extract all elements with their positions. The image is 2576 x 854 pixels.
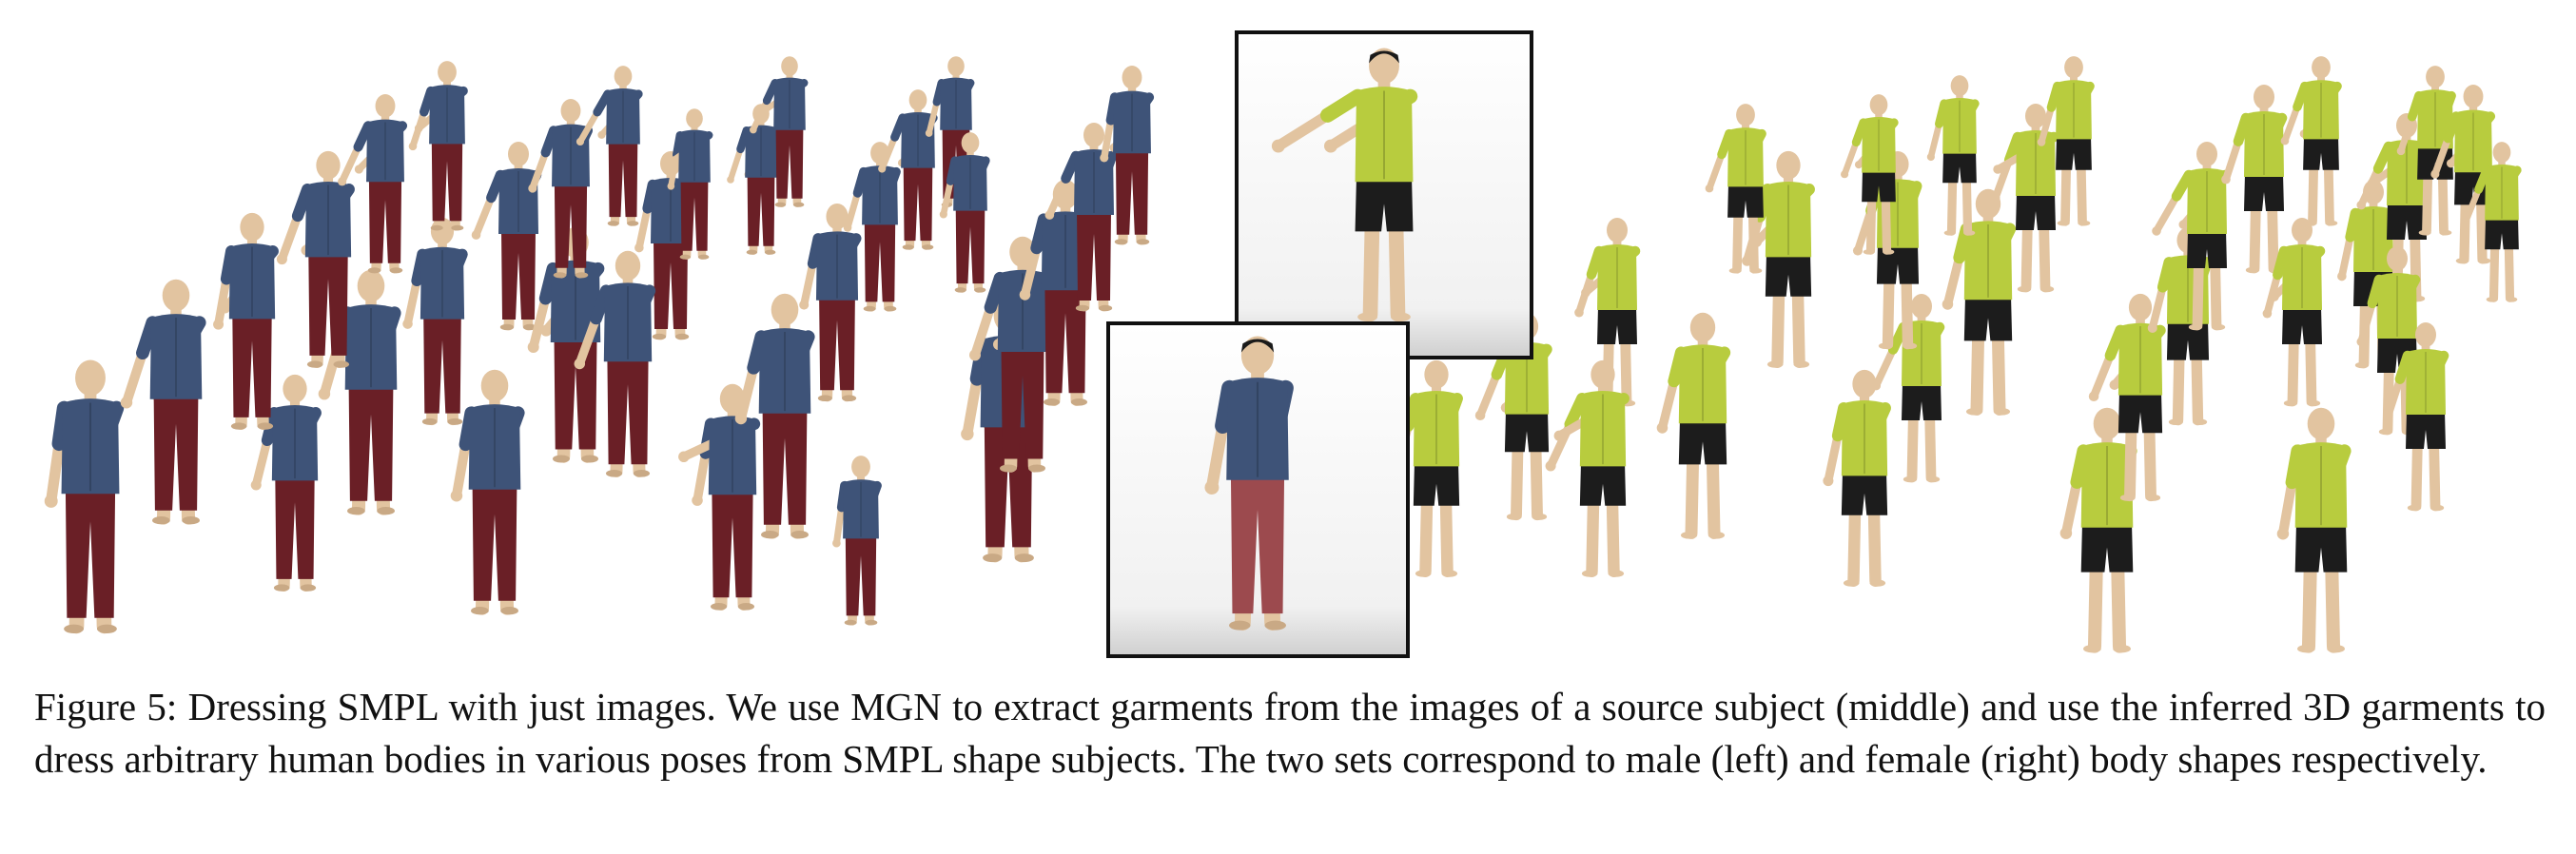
male-figure — [318, 269, 401, 515]
male-figure — [734, 293, 815, 539]
source-subject-images — [1106, 30, 1533, 658]
figure-illustration — [44, 30, 2522, 658]
female-figure — [2396, 66, 2456, 236]
male-figure — [574, 250, 656, 477]
female-figure — [1823, 369, 1891, 588]
male-figure — [44, 359, 125, 634]
female-figure — [1705, 104, 1766, 274]
male-figure — [338, 94, 408, 274]
male-figure — [678, 383, 761, 611]
female-figure — [2059, 407, 2137, 653]
female-figure — [1841, 94, 1899, 255]
female-figure — [2462, 142, 2522, 302]
male-figure — [528, 99, 594, 279]
female-figure — [2262, 218, 2326, 407]
male-figure — [1100, 66, 1155, 245]
figure-caption: Figure 5: Dressing SMPL with just images… — [34, 685, 2546, 781]
female-figure — [2221, 85, 2288, 274]
female-figure — [2152, 142, 2231, 331]
male-figure — [576, 66, 643, 226]
female-figure — [2037, 56, 2095, 226]
male-figure — [843, 142, 901, 312]
male-figure — [120, 279, 206, 525]
female-figure — [1545, 359, 1630, 578]
male-figure — [878, 89, 938, 250]
female-figure — [1656, 312, 1731, 539]
male-figure — [662, 108, 713, 260]
male-figure — [213, 212, 279, 431]
male-body-shapes-set — [44, 56, 1155, 634]
female-body-shapes-set — [1391, 56, 2522, 653]
female-figure — [1871, 294, 1945, 483]
male-figure — [1044, 123, 1118, 312]
female-figure — [2276, 407, 2352, 653]
source-subject-walking-figure — [1204, 336, 1294, 631]
male-figure — [402, 217, 468, 426]
female-figure — [1990, 104, 2059, 293]
male-figure — [727, 104, 780, 255]
female-figure — [2383, 322, 2449, 512]
male-figure — [276, 150, 355, 369]
male-figure — [799, 203, 862, 402]
source-subject-walking-image — [1106, 321, 1410, 658]
figure-area — [44, 30, 2522, 658]
male-figure — [471, 142, 542, 331]
female-figure — [2280, 56, 2342, 226]
male-figure — [450, 369, 525, 615]
female-figure — [2088, 293, 2166, 502]
source-subject-front-figure — [1271, 48, 1418, 322]
female-figure — [1474, 312, 1552, 521]
male-figure — [939, 132, 990, 293]
male-figure — [749, 56, 809, 207]
male-figure — [408, 61, 468, 231]
source-subject-front-image — [1235, 30, 1533, 359]
female-figure — [1942, 188, 2017, 416]
male-figure — [832, 456, 882, 626]
female-figure — [1926, 75, 1980, 236]
